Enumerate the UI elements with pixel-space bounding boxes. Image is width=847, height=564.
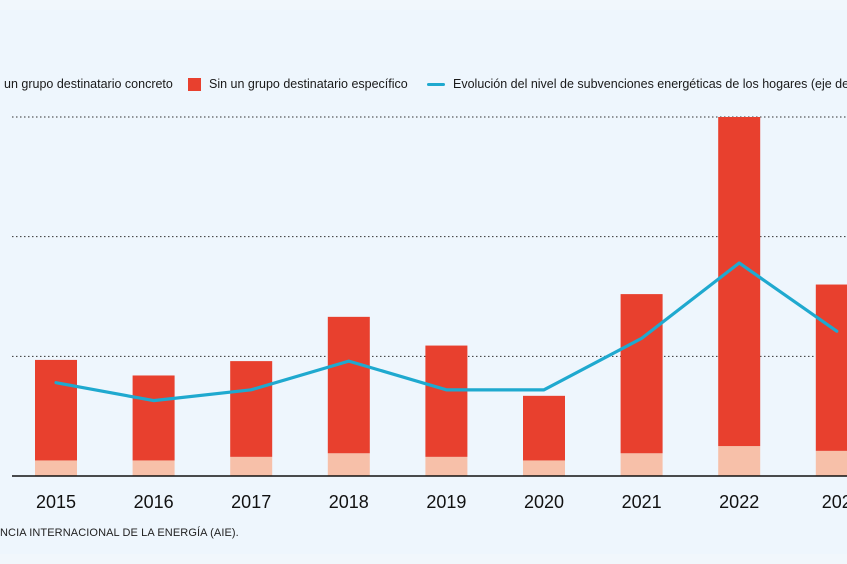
x-tick-label: 202 [822, 492, 847, 512]
legend-item-targeted: un grupo destinatario concreto [4, 77, 173, 91]
x-tick-label: 2021 [622, 492, 662, 512]
x-tick-label: 2017 [231, 492, 271, 512]
legend-item-untargeted: Sin un grupo destinatario específico [188, 77, 408, 91]
legend-item-line: Evolución del nivel de subvenciones ener… [427, 77, 847, 91]
x-tick-label: 2022 [719, 492, 759, 512]
bar-targeted [718, 446, 761, 476]
bar-targeted [815, 450, 847, 476]
legend-swatch-untargeted [188, 77, 201, 91]
bar-untargeted [35, 359, 77, 461]
x-tick-label: 2019 [426, 492, 466, 512]
bar-untargeted [620, 294, 663, 454]
bar-untargeted [132, 375, 175, 461]
bar-untargeted [815, 284, 847, 451]
bar-targeted [35, 460, 77, 476]
x-tick-label: 2018 [329, 492, 369, 512]
legend: un grupo destinatario concreto Sin un gr… [0, 77, 847, 95]
bar-targeted [132, 460, 175, 476]
x-tick-label: 2016 [134, 492, 174, 512]
bar-targeted [230, 456, 273, 476]
bar-targeted [523, 460, 565, 476]
x-tick-label: 2015 [36, 492, 76, 512]
source-note: NCIA INTERNACIONAL DE LA ENERGÍA (AIE). [0, 527, 239, 539]
bar-untargeted [327, 316, 370, 454]
bar-targeted [327, 453, 370, 476]
legend-label-targeted: un grupo destinatario concreto [4, 77, 173, 91]
bar-untargeted [425, 345, 468, 457]
legend-label-line: Evolución del nivel de subvenciones ener… [453, 77, 847, 91]
legend-swatch-line [427, 82, 445, 86]
bar-untargeted [523, 395, 565, 461]
trend-line [54, 261, 839, 403]
bar-targeted [620, 453, 663, 476]
bar-untargeted [230, 361, 273, 457]
bar-untargeted [718, 117, 761, 447]
legend-label-untargeted: Sin un grupo destinatario específico [209, 77, 408, 91]
x-tick-label: 2020 [524, 492, 564, 512]
bar-targeted [425, 456, 468, 476]
